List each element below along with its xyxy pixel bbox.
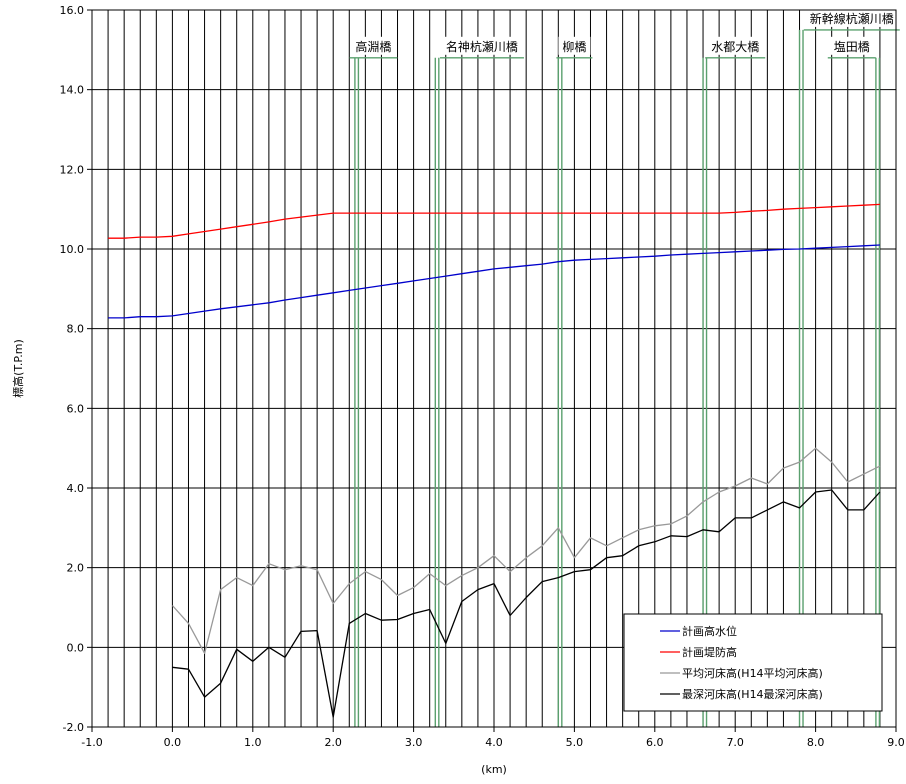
x-tick-label: 5.0 (566, 736, 584, 749)
series-line (108, 244, 880, 319)
y-tick-label: 16.0 (60, 4, 85, 17)
y-tick-label: 2.0 (67, 562, 85, 575)
legend-label: 最深河床高(H14最深河床高) (682, 687, 823, 701)
bridge-label-bg (829, 36, 874, 55)
x-tick-label: 4.0 (485, 736, 503, 749)
legend-label: 計画堤防高 (682, 645, 737, 659)
x-tick-label: 8.0 (807, 736, 825, 749)
bridge-label: 新幹線杭瀬川橋 (810, 11, 894, 26)
x-axis-label: (km) (481, 763, 507, 776)
series-line (171, 447, 881, 654)
x-tick-label: -1.0 (81, 736, 102, 749)
bridge-label: 塩田橋 (834, 39, 870, 54)
y-tick-label: 6.0 (67, 402, 85, 415)
bridge-label: 水都大橋 (711, 40, 759, 54)
legend-label: 計画高水位 (682, 624, 737, 638)
bridge-marker: 名神杭瀬川橋 (434, 36, 524, 727)
y-tick-label: 14.0 (60, 84, 85, 97)
bridge-label-bg (351, 36, 396, 55)
bridge-marker: 新幹線杭瀬川橋 (798, 8, 900, 727)
y-tick-label: 10.0 (60, 243, 85, 256)
bridge-label: 高淵橋 (355, 39, 391, 54)
axis-layer: -2.0 0.0 2.0 4.0 6.0 8.0 10.0 12.0 14.0 16.0 -1.0 0… (60, 4, 905, 749)
series-layer (108, 203, 881, 718)
bridge-label-bg (441, 36, 522, 55)
bridge-label-bg (558, 36, 591, 55)
x-tick-label: 0.0 (164, 736, 182, 749)
x-tick-label: 3.0 (405, 736, 423, 749)
x-tick-label: 2.0 (324, 736, 342, 749)
x-tick-label: 9.0 (887, 736, 905, 749)
x-tick-label: 6.0 (646, 736, 664, 749)
y-axis-label: 標高(T.P.m) (11, 339, 25, 398)
bridge-marker: 高淵橋 (349, 36, 398, 727)
bridge-label-bg (707, 36, 764, 55)
bridge-label-bg (805, 8, 898, 27)
y-tick-label: 4.0 (67, 482, 85, 495)
bridge-label: 名神杭瀬川橋 (446, 39, 518, 54)
bridge-marker: 柳橋 (556, 36, 593, 727)
y-tick-label: 0.0 (67, 641, 85, 654)
x-tick-label: 7.0 (726, 736, 744, 749)
bridge-label: 柳橋 (562, 40, 586, 54)
legend-label: 平均河床高(H14平均河床高) (682, 666, 823, 680)
legend-box (623, 613, 883, 712)
series-line (108, 203, 880, 239)
y-tick-label: 12.0 (60, 163, 85, 176)
series-line (172, 489, 881, 718)
y-tick-label: 8.0 (67, 323, 85, 336)
y-tick-label: -2.0 (63, 721, 84, 734)
x-tick-label: 1.0 (244, 736, 262, 749)
